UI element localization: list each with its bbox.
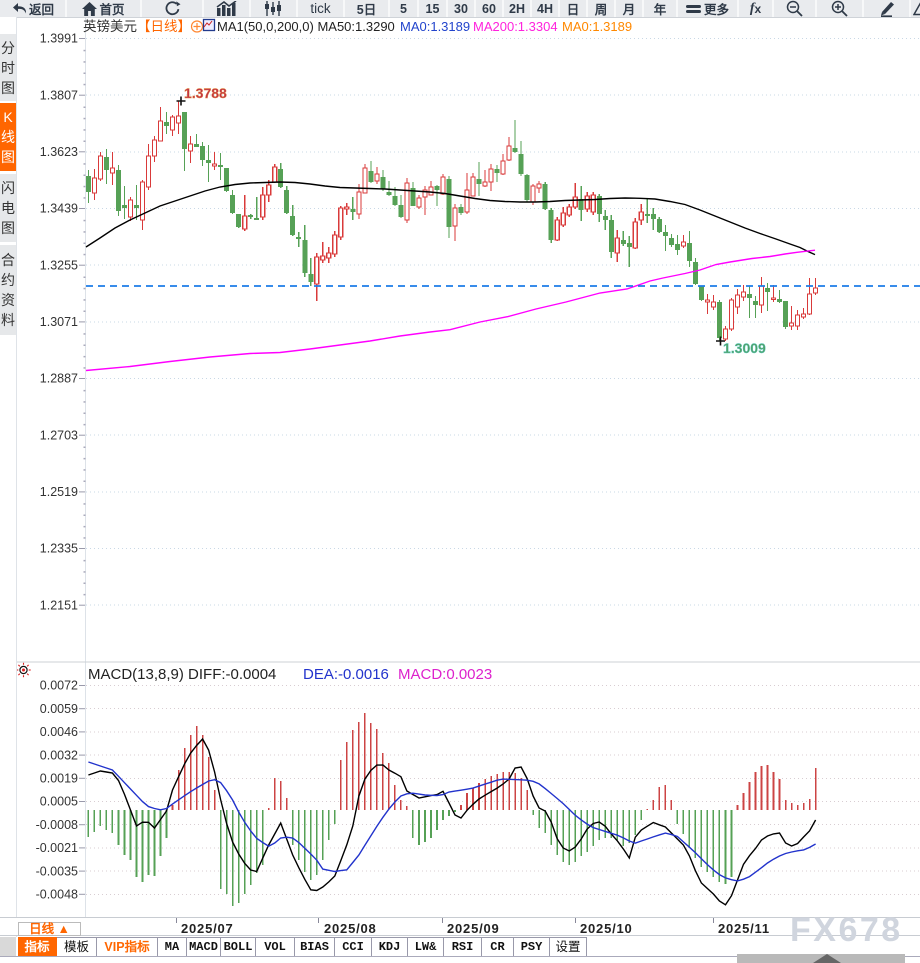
svg-text:英镑美元: 英镑美元 xyxy=(83,18,137,34)
svg-text:0.0059: 0.0059 xyxy=(40,702,78,716)
svg-text:1.2887: 1.2887 xyxy=(40,372,78,386)
svg-text:DEA:-0.0016: DEA:-0.0016 xyxy=(303,666,389,683)
svg-text:0.0019: 0.0019 xyxy=(40,772,78,786)
svg-text:1.3255: 1.3255 xyxy=(40,258,78,272)
svg-text:【日线】: 【日线】 xyxy=(137,19,191,34)
svg-text:0.0005: 0.0005 xyxy=(40,795,78,809)
svg-text:1.3439: 1.3439 xyxy=(40,202,78,216)
svg-text:1.3623: 1.3623 xyxy=(40,145,78,159)
svg-text:1.2703: 1.2703 xyxy=(40,428,78,442)
svg-text:1.3071: 1.3071 xyxy=(40,315,78,329)
svg-text:MA1(50,0,200,0) MA50:1.3290: MA1(50,0,200,0) MA50:1.3290 xyxy=(217,19,395,34)
svg-text:MA0:1.3189: MA0:1.3189 xyxy=(562,19,632,34)
svg-text:MACD:0.0023: MACD:0.0023 xyxy=(398,666,492,683)
svg-text:-0.0048: -0.0048 xyxy=(36,888,78,902)
svg-text:MA200:1.3304: MA200:1.3304 xyxy=(473,19,558,34)
svg-text:0.0046: 0.0046 xyxy=(40,725,78,739)
svg-text:1.3009: 1.3009 xyxy=(723,340,766,356)
svg-text:0.0072: 0.0072 xyxy=(40,679,78,693)
svg-text:MACD(13,8,9) DIFF:-0.0004: MACD(13,8,9) DIFF:-0.0004 xyxy=(88,666,276,683)
svg-text:1.3991: 1.3991 xyxy=(40,32,78,46)
svg-text:-0.0008: -0.0008 xyxy=(36,818,78,832)
svg-text:1.3788: 1.3788 xyxy=(184,85,227,101)
svg-text:MA0:1.3189: MA0:1.3189 xyxy=(400,19,470,34)
svg-text:-0.0021: -0.0021 xyxy=(36,841,78,855)
svg-text:1.2335: 1.2335 xyxy=(40,542,78,556)
svg-text:1.2151: 1.2151 xyxy=(40,598,78,612)
svg-text:0.0032: 0.0032 xyxy=(40,748,78,762)
svg-text:-0.0035: -0.0035 xyxy=(36,864,78,878)
svg-text:1.2519: 1.2519 xyxy=(40,485,78,499)
svg-text:1.3807: 1.3807 xyxy=(40,88,78,102)
